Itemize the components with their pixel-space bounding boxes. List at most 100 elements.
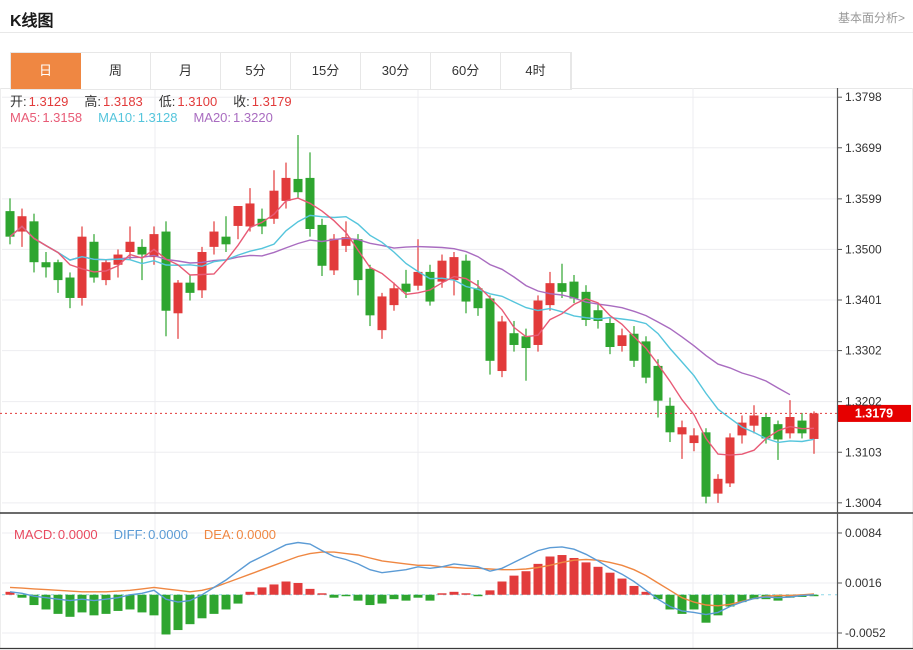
candle-body	[713, 478, 723, 494]
axis-tick-label: 1.3798	[845, 90, 882, 104]
candle-body	[533, 300, 543, 345]
macd-bar	[605, 572, 615, 595]
period-tabbar: 日周月 5分 15分 30分 60分 4时	[10, 52, 572, 90]
macd-bar	[653, 594, 663, 600]
macd-bar	[101, 594, 111, 614]
candle-body	[557, 283, 567, 292]
macd-bar	[53, 594, 63, 614]
legend-label: MACD:	[14, 527, 56, 542]
candle-body	[185, 282, 195, 293]
legend-label: DEA:	[203, 527, 235, 542]
axis-labels: 1.3798 1.3699 1.3599 1.3500 1.3401 1.3302 1.32…	[837, 90, 886, 640]
macd-bar	[149, 594, 159, 616]
candle-body	[209, 231, 219, 247]
macd-bar	[269, 584, 279, 595]
macd-bar	[725, 594, 735, 607]
macd-bar	[245, 591, 255, 595]
candle-body	[353, 239, 363, 281]
fundamental-analysis-link[interactable]: 基本面分析>	[837, 11, 905, 25]
tab-日[interactable]: 日	[11, 53, 81, 89]
candles-group	[5, 135, 819, 504]
macd-bar	[221, 594, 231, 610]
macd-bar	[305, 588, 315, 595]
candle-body	[233, 206, 243, 226]
macd-bar	[701, 594, 711, 623]
candle-body	[677, 427, 687, 435]
legend-item: MA10: 1.3128	[98, 110, 177, 125]
candle-body	[509, 333, 519, 345]
macd-bar	[641, 591, 651, 595]
candle-body	[761, 417, 771, 439]
macd-bar	[281, 581, 291, 595]
candle-body	[245, 203, 255, 227]
macd-bar	[41, 594, 51, 610]
candle-body	[173, 282, 183, 314]
tab-15分[interactable]: 15分	[291, 53, 361, 89]
diff-line	[9, 541, 815, 616]
last-price-badge	[838, 404, 911, 422]
legend-label: MA20:	[193, 110, 232, 125]
tab-月[interactable]: 月	[151, 53, 221, 89]
legend-label: 收:	[233, 94, 250, 109]
macd-bar	[677, 594, 687, 614]
candle-body	[449, 257, 459, 281]
axis-tick-label: 1.3004	[845, 496, 882, 510]
candle-body	[41, 262, 51, 268]
macd-bar	[557, 555, 567, 595]
legend-label: DIFF:	[113, 527, 147, 542]
axis-tick-label: 1.3699	[845, 141, 882, 155]
candle-body	[65, 277, 75, 298]
macd-bar	[29, 594, 39, 606]
axis-tick-label: 0.0016	[845, 576, 882, 590]
tab-30分[interactable]: 30分	[361, 53, 431, 89]
dea-line	[9, 551, 815, 607]
tab-5分[interactable]: 5分	[221, 53, 291, 89]
candle-body	[281, 177, 291, 201]
tab-60分[interactable]: 60分	[431, 53, 501, 89]
candle-body	[293, 178, 303, 193]
legend-value: 1.3183	[103, 94, 143, 109]
legend-value: 0.0000	[236, 527, 277, 542]
candle-body	[497, 321, 507, 372]
gridlines	[2, 88, 837, 648]
tab-4时[interactable]: 4时	[501, 53, 571, 89]
candle-body	[581, 291, 591, 320]
candle-body	[737, 422, 747, 436]
macd-bar	[173, 594, 183, 631]
macd-bar	[581, 562, 591, 595]
macd-bar	[545, 556, 555, 595]
macd-bar	[413, 594, 423, 598]
tab-周[interactable]: 周	[81, 53, 151, 89]
legend-value: 1.3158	[42, 110, 83, 125]
candle-body	[329, 238, 339, 271]
macd-bar	[329, 594, 339, 598]
macd-bar	[113, 594, 123, 611]
candle-body	[125, 241, 135, 252]
candle-body	[221, 236, 231, 245]
macd-bar	[473, 594, 483, 597]
legend-item: DEA: 0.0000	[204, 527, 276, 542]
macd-bar	[377, 594, 387, 604]
candle-body	[401, 283, 411, 292]
axis-tick-label: 1.3401	[845, 293, 882, 307]
macd-bar	[449, 591, 459, 595]
macd-bar	[665, 594, 675, 610]
candle-body	[389, 288, 399, 306]
macd-bar	[593, 566, 603, 595]
candle-body	[365, 268, 375, 316]
legend-label: MA5:	[10, 110, 41, 125]
macd-bar	[617, 578, 627, 595]
ma-legend: MA5: 1.3158 MA10: 1.3128 MA20: 1.3220	[10, 110, 289, 125]
candle-body	[605, 323, 615, 348]
macd-bar	[749, 594, 759, 600]
macd-bar	[137, 594, 147, 613]
macd-bar	[161, 594, 171, 635]
ma10-line	[9, 214, 815, 444]
candle-body	[341, 237, 351, 246]
ma5-line	[9, 197, 815, 456]
macd-bar	[197, 594, 207, 619]
candle-body	[689, 435, 699, 444]
legend-item: 低: 1.3100	[159, 94, 217, 109]
macd-bar	[65, 594, 75, 617]
